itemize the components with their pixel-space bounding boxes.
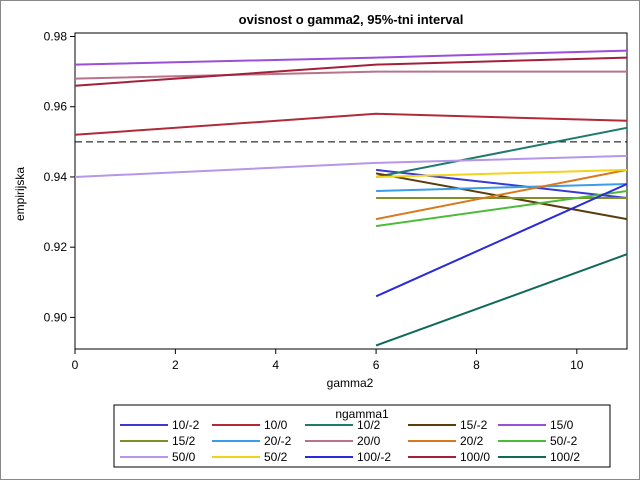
x-tick-label: 0 <box>72 358 79 372</box>
y-tick-label: 0.94 <box>44 170 68 184</box>
legend-label: 15/2 <box>172 434 196 448</box>
x-tick-label: 8 <box>473 358 480 372</box>
legend-label: 10/2 <box>357 418 381 432</box>
series-layer <box>74 49 628 347</box>
series-line-20--2 <box>376 183 628 192</box>
x-axis-label: gamma2 <box>327 376 374 390</box>
series-line-100--2 <box>375 183 628 298</box>
series-line-10--2 <box>375 168 628 199</box>
y-tick-label: 0.96 <box>44 100 68 114</box>
y-tick-label: 0.90 <box>44 310 68 324</box>
series-line-15-0 <box>74 49 628 66</box>
chart-title: ovisnost o gamma2, 95%-tni interval <box>239 12 464 27</box>
legend-label: 20/2 <box>460 434 484 448</box>
legend-label: 20/0 <box>357 434 381 448</box>
legend-label: 15/-2 <box>460 418 488 432</box>
plot-area <box>74 32 628 350</box>
y-tick-label: 0.98 <box>44 30 68 44</box>
x-tick-label: 6 <box>373 358 380 372</box>
series-line-15--2 <box>375 172 628 221</box>
legend-label: 15/0 <box>550 418 574 432</box>
legend-label: 50/2 <box>264 450 288 464</box>
legend: ngamma1 10/-2 10/0 10/2 15/-2 15/0 15/2 20/-2 2… <box>113 404 611 468</box>
legend-title: ngamma1 <box>335 407 389 421</box>
y-axis-label: empirijska <box>13 167 27 221</box>
x-tick-label: 10 <box>570 358 584 372</box>
legend-label: 100/-2 <box>357 450 391 464</box>
x-axis: 0 2 4 6 8 10 <box>72 349 584 372</box>
legend-label: 50/0 <box>172 450 196 464</box>
legend-label: 50/-2 <box>550 434 578 448</box>
legend-items: 10/-2 10/0 10/2 15/-2 15/0 15/2 20/-2 20/0 20/2 5… <box>120 418 580 464</box>
x-tick-label: 2 <box>172 358 179 372</box>
series-line-50-0 <box>74 154 628 178</box>
series-line-100-0 <box>74 56 628 87</box>
legend-label: 10/-2 <box>172 418 200 432</box>
series-line-50--2 <box>375 190 628 228</box>
y-tick-label: 0.92 <box>44 240 68 254</box>
series-line-100-2 <box>375 253 628 347</box>
series-line-50-2 <box>376 168 628 178</box>
y-axis: 0.90 0.92 0.94 0.96 0.98 <box>44 30 75 324</box>
legend-label: 100/0 <box>460 450 490 464</box>
legend-label: 20/-2 <box>264 434 292 448</box>
legend-label: 10/0 <box>264 418 288 432</box>
legend-label: 100/2 <box>550 450 580 464</box>
series-line-10-0 <box>74 112 628 136</box>
x-tick-label: 4 <box>272 358 279 372</box>
series-line-10-2 <box>375 126 628 178</box>
series-line-20-0 <box>74 70 627 80</box>
plot-frame <box>74 32 628 350</box>
series-line-20-2 <box>375 168 628 221</box>
